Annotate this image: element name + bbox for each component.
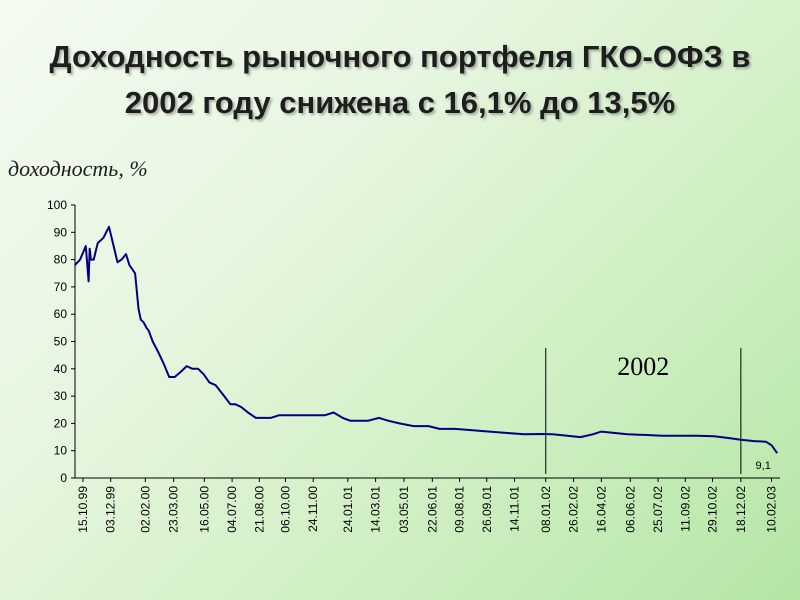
x-tick-label: 16.04.02 xyxy=(594,486,608,533)
x-tick-label: 09.08.01 xyxy=(453,486,467,533)
y-tick-label: 100 xyxy=(47,198,67,212)
x-tick-label: 14.03.01 xyxy=(369,486,383,533)
x-tick-label: 08.01.02 xyxy=(539,486,553,533)
x-tick-label: 15.10.99 xyxy=(76,486,90,533)
x-tick-label: 29.10.02 xyxy=(706,486,720,533)
x-tick-label: 24.01.01 xyxy=(341,486,355,533)
x-tick-label: 03.05.01 xyxy=(397,486,411,533)
x-tick-label: 23.03.00 xyxy=(167,486,181,533)
y-tick-label: 0 xyxy=(60,471,67,485)
x-tick-label: 18.12.02 xyxy=(734,486,748,533)
y-tick-label: 30 xyxy=(54,389,68,403)
x-tick-label: 06.10.00 xyxy=(278,486,292,533)
y-tick-label: 40 xyxy=(54,362,68,376)
x-tick-label: 22.06.01 xyxy=(425,486,439,533)
y-tick-label: 60 xyxy=(54,307,68,321)
x-tick-label: 14.11.01 xyxy=(508,486,522,532)
x-tick-label: 02.02.00 xyxy=(138,486,152,533)
x-tick-label: 04.07.00 xyxy=(225,486,239,533)
y-tick-label: 20 xyxy=(54,416,68,430)
x-tick-label: 16.05.00 xyxy=(197,486,211,533)
y-axis-label: доходность, % xyxy=(8,156,148,181)
end-value-label: 9,1 xyxy=(756,460,771,472)
y-tick-label: 50 xyxy=(54,335,68,349)
y-tick-label: 90 xyxy=(54,225,68,239)
x-tick-label: 03.12.99 xyxy=(104,486,118,533)
x-tick-label: 11.09.02 xyxy=(678,486,692,532)
x-tick-label: 10.02.03 xyxy=(764,486,778,533)
y-tick-label: 70 xyxy=(54,280,68,294)
x-tick-label: 26.02.02 xyxy=(567,486,581,533)
y-tick-label: 10 xyxy=(54,444,68,458)
chart-title: Доходность рыночного портфеля ГКО-ОФЗ в … xyxy=(49,39,751,120)
x-tick-label: 06.06.02 xyxy=(623,486,637,533)
x-tick-label: 25.07.02 xyxy=(651,486,665,533)
yield-series-line xyxy=(74,225,779,454)
x-tick-label: 24.11.00 xyxy=(306,486,320,532)
x-tick-label: 21.08.00 xyxy=(252,486,266,533)
y-tick-label: 80 xyxy=(54,253,68,267)
x-tick-label: 26.09.01 xyxy=(480,486,494,533)
period-label-2002: 2002 xyxy=(617,352,669,381)
